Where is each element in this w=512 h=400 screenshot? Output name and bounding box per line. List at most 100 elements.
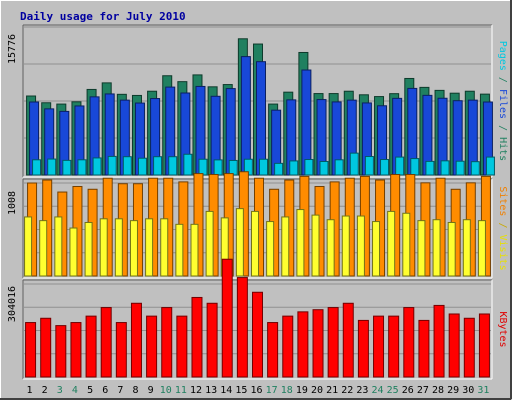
bar-visits-day-10 (160, 218, 169, 277)
y-max-label: 1008 (7, 191, 18, 215)
bar-visits-day-19 (296, 209, 305, 277)
bar-kbytes-day-29 (448, 313, 460, 378)
bar-visits-day-5 (84, 221, 93, 277)
bar-visits-day-30 (462, 219, 471, 277)
legend-part: / (497, 119, 508, 137)
bar-visits-day-21 (326, 219, 335, 277)
x-tick-label-16: 16 (250, 385, 262, 396)
bar-visits-day-17 (266, 221, 275, 277)
x-tick-label-10: 10 (160, 385, 172, 396)
bar-files-day-15 (240, 56, 251, 176)
bar-pages-day-17 (274, 162, 284, 176)
legend-part: Files (497, 89, 508, 119)
x-tick-label-11: 11 (175, 385, 187, 396)
bar-visits-day-3 (54, 216, 63, 277)
x-tick-label-17: 17 (266, 385, 278, 396)
bar-kbytes-day-15 (236, 277, 248, 378)
x-tick-label-26: 26 (402, 385, 414, 396)
bar-pages-day-16 (259, 158, 268, 176)
bar-kbytes-day-9 (146, 315, 158, 378)
x-tick-label-21: 21 (326, 385, 338, 396)
bar-kbytes-day-22 (342, 302, 354, 378)
bar-pages-day-26 (410, 158, 420, 176)
x-tick-label-23: 23 (356, 385, 368, 396)
x-axis-labels: 1 2 3 4 5 6 7 8 9 10 11 12 13 14 15 16 17 18 19 20 21 22 23 24 2… (27, 385, 490, 396)
bar-kbytes-day-4 (70, 322, 82, 378)
bar-kbytes-day-7 (115, 322, 127, 378)
bar-kbytes-day-16 (252, 291, 263, 378)
x-tick-label-25: 25 (387, 385, 399, 396)
bar-kbytes-day-24 (373, 315, 385, 378)
bar-kbytes-day-31 (478, 313, 490, 378)
x-tick-label-29: 29 (447, 385, 459, 396)
legend-part: Sites (497, 186, 508, 216)
bar-kbytes-day-14 (221, 258, 233, 378)
series-legend: Pages / Files / Hits (497, 41, 508, 161)
x-tick-label-7: 7 (117, 385, 123, 396)
bar-pages-day-28 (440, 160, 450, 176)
x-tick-label-4: 4 (72, 385, 78, 396)
bar-kbytes-day-1 (25, 322, 37, 378)
bar-kbytes-day-12 (191, 296, 203, 378)
x-tick-label-8: 8 (132, 385, 138, 396)
bar-kbytes-day-2 (40, 317, 52, 378)
bar-visits-day-18 (281, 216, 290, 277)
bar-pages-day-27 (425, 160, 435, 176)
legend-part: Hits (497, 137, 508, 161)
bar-visits-day-31 (477, 220, 486, 277)
bar-visits-day-22 (341, 215, 350, 277)
bar-visits-day-1 (24, 216, 33, 277)
bar-pages-day-23 (364, 156, 374, 176)
bar-pages-day-1 (32, 159, 42, 176)
bar-visits-day-24 (372, 221, 381, 277)
bar-kbytes-day-5 (85, 315, 97, 378)
bar-visits-day-8 (129, 220, 138, 277)
bar-kbytes-day-10 (161, 307, 173, 378)
bar-visits-day-15 (235, 208, 244, 277)
bar-pages-day-13 (213, 159, 223, 176)
bar-kbytes-day-26 (403, 307, 415, 378)
bar-pages-day-30 (470, 161, 480, 176)
x-tick-label-1: 1 (27, 385, 33, 396)
bar-visits-day-12 (190, 223, 199, 277)
bar-pages-day-3 (62, 159, 72, 176)
bar-pages-day-20 (319, 160, 329, 176)
bar-kbytes-day-19 (297, 311, 309, 378)
y-max-label: 304016 (7, 286, 18, 322)
bar-pages-day-7 (122, 156, 132, 176)
series-legend: Sites / Visits (497, 186, 508, 270)
x-tick-label-19: 19 (296, 385, 308, 396)
bar-visits-day-13 (205, 210, 214, 277)
series-legend: KBytes (497, 311, 508, 347)
x-tick-label-13: 13 (205, 385, 217, 396)
bar-kbytes-day-11 (176, 315, 188, 378)
x-tick-label-12: 12 (190, 385, 202, 396)
bar-pages-day-2 (47, 158, 57, 176)
bar-visits-day-9 (145, 218, 154, 277)
bar-kbytes-day-25 (388, 315, 400, 378)
x-tick-label-31: 31 (477, 385, 489, 396)
bar-kbytes-day-17 (267, 322, 279, 378)
bar-kbytes-day-27 (418, 319, 430, 378)
bar-pages-day-11 (183, 153, 193, 176)
chart-panels: 15776 Pages / Files / Hits 1008 Sites / Vis… (7, 24, 508, 380)
bar-kbytes-day-20 (312, 309, 324, 378)
bar-visits-day-29 (447, 221, 456, 277)
legend-part: KBytes (497, 311, 508, 347)
bar-kbytes-day-3 (55, 325, 67, 378)
bar-pages-day-5 (92, 157, 102, 176)
chart-title: Daily usage for July 2010 (20, 10, 186, 23)
bar-visits-day-25 (387, 210, 396, 277)
x-tick-label-9: 9 (148, 385, 154, 396)
bar-pages-day-21 (334, 159, 344, 176)
bar-pages-day-19 (304, 159, 314, 176)
y-max-label: 15776 (7, 34, 18, 64)
x-tick-label-6: 6 (102, 385, 108, 396)
bar-visits-day-2 (39, 220, 48, 277)
bar-kbytes-day-21 (327, 307, 339, 378)
bar-pages-day-6 (107, 155, 117, 176)
x-tick-label-22: 22 (341, 385, 353, 396)
bar-visits-day-28 (432, 219, 441, 277)
bar-kbytes-day-30 (463, 317, 475, 378)
bar-visits-day-26 (402, 212, 411, 277)
